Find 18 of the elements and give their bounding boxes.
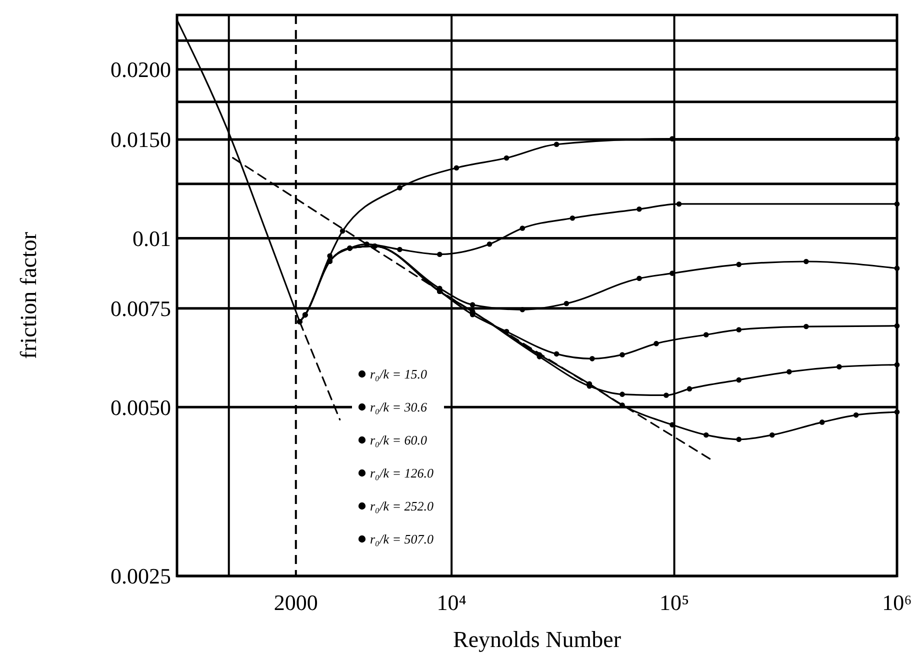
y-tick-label: 0.0050 — [110, 394, 171, 420]
y-tick-label: 0.0075 — [110, 296, 171, 322]
x-tick-label: 10⁴ — [436, 590, 467, 615]
legend-label: r₀/k = 60.0 — [370, 432, 428, 448]
legend-label: r₀/k = 30.6 — [370, 400, 428, 415]
x-tick-label: 10⁵ — [659, 590, 690, 615]
y-tick-label: 0.01 — [132, 226, 171, 251]
y-tick-label: 0.0150 — [110, 127, 171, 152]
x-tick-label: 2000 — [274, 590, 318, 615]
legend-label: r₀/k = 507.0 — [370, 532, 434, 547]
x-tick-label: 10⁶ — [882, 590, 912, 615]
legend-label: r₀/k = 126.0 — [370, 466, 434, 481]
y-axis-title: friction factor — [16, 232, 41, 360]
legend-label: r₀/k = 252.0 — [370, 498, 434, 514]
legend-label: r₀/k = 15.0 — [370, 366, 428, 382]
y-tick-label: 0.0025 — [110, 564, 171, 589]
y-tick-label: 0.0200 — [110, 57, 171, 82]
x-axis-title: Reynolds Number — [452, 627, 622, 652]
